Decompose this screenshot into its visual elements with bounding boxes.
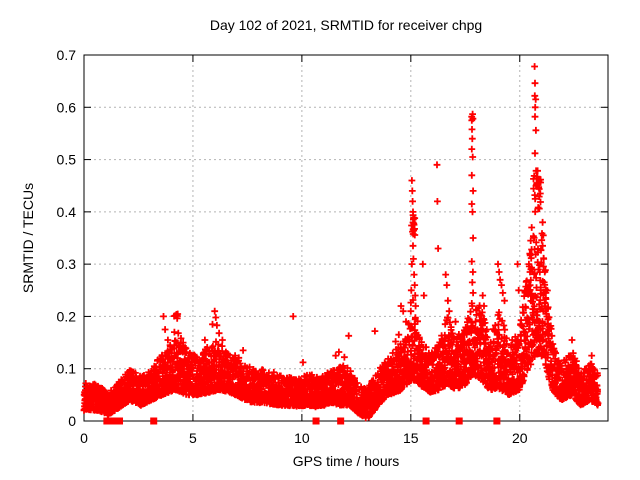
svg-text:0.1: 0.1 (57, 361, 77, 377)
y-axis-label: SRMTID / TECUs (20, 183, 36, 293)
svg-text:0.5: 0.5 (57, 152, 77, 168)
zero-square-markers (103, 417, 501, 425)
chart-title: Day 102 of 2021, SRMTID for receiver chp… (210, 17, 482, 33)
axes-and-ticks (83, 54, 609, 422)
svg-text:0.2: 0.2 (57, 308, 77, 324)
x-axis-label: GPS time / hours (293, 453, 400, 469)
scatter-points (80, 63, 602, 422)
svg-text:0.7: 0.7 (57, 47, 77, 63)
svg-text:0.6: 0.6 (57, 99, 77, 115)
svg-text:15: 15 (403, 430, 419, 446)
svg-text:0.4: 0.4 (57, 204, 77, 220)
svg-text:0: 0 (80, 430, 88, 446)
svg-text:0: 0 (68, 413, 76, 429)
svg-text:10: 10 (294, 430, 310, 446)
svg-text:20: 20 (512, 430, 528, 446)
svg-text:5: 5 (189, 430, 197, 446)
tick-labels: 0 5 10 15 20 0 0.1 0.2 0.3 0.4 0.5 0.6 0.7 (57, 47, 528, 446)
svg-text:0.3: 0.3 (57, 256, 77, 272)
